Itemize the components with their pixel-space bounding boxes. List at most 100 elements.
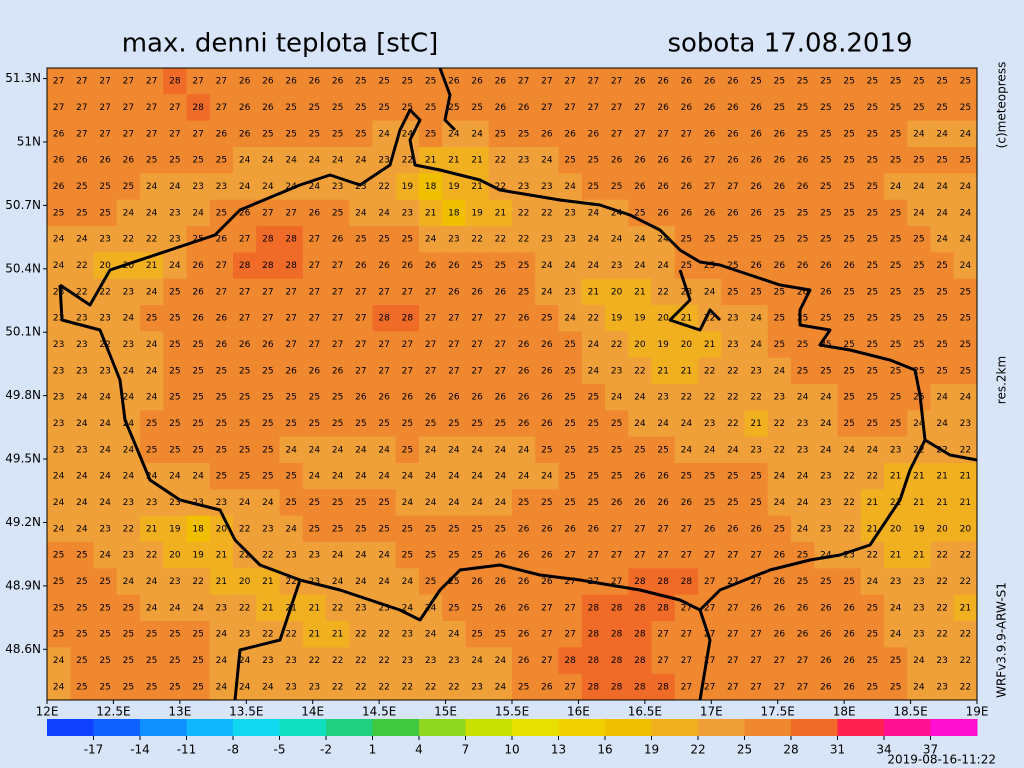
temp-label: 25: [99, 182, 110, 192]
temp-label: 26: [774, 630, 786, 640]
temp-cell: [70, 331, 94, 359]
temp-label: 27: [727, 577, 738, 587]
temp-label: 25: [99, 577, 110, 587]
temp-cell: [953, 199, 978, 227]
temp-cell: [256, 94, 280, 122]
temp-cell: [930, 568, 955, 596]
temp-label: 20: [681, 340, 693, 350]
temp-label: 26: [843, 261, 855, 271]
temp-label: 19: [913, 524, 925, 534]
temp-label: 26: [495, 603, 507, 613]
temp-label: 25: [309, 524, 320, 534]
temp-label: 25: [53, 577, 64, 587]
temp-label: 24: [285, 445, 297, 455]
temp-label: 27: [355, 340, 366, 350]
temp-label: 23: [402, 208, 413, 218]
temp-label: 25: [518, 682, 529, 692]
temp-cell: [791, 594, 815, 622]
temp-label: 25: [843, 208, 854, 218]
temp-cell: [558, 621, 583, 648]
temp-cell: [372, 68, 397, 95]
temp-cell: [721, 120, 745, 148]
temp-label: 24: [355, 577, 367, 587]
temp-cell: [953, 594, 978, 622]
temp-label: 25: [913, 340, 924, 350]
temp-label: 27: [216, 77, 227, 87]
temp-label: 25: [332, 498, 343, 508]
colorbar-bin: [279, 719, 327, 736]
temp-label: 24: [309, 445, 321, 455]
temp-label: 25: [867, 261, 878, 271]
temp-cell: [744, 305, 769, 332]
temp-label: 25: [285, 498, 296, 508]
temp-cell: [512, 68, 536, 95]
temp-label: 24: [402, 472, 414, 482]
temp-label: 26: [681, 156, 693, 166]
temp-cell: [907, 278, 931, 306]
temp-label: 26: [332, 366, 344, 376]
temp-cell: [581, 647, 606, 675]
temp-label: 25: [820, 366, 831, 376]
temp-label: 23: [169, 577, 180, 587]
temp-label: 27: [634, 551, 645, 561]
temp-label: 23: [448, 235, 459, 245]
temp-cell: [279, 542, 304, 569]
temp-cell: [581, 331, 606, 359]
temp-cell: [605, 384, 629, 411]
temp-cell: [930, 357, 955, 385]
temp-label: 23: [820, 472, 831, 482]
temp-cell: [302, 436, 327, 464]
temp-label: 25: [99, 208, 110, 218]
temp-label: 25: [750, 472, 761, 482]
temp-label: 24: [448, 498, 460, 508]
temp-cell: [209, 357, 234, 385]
temp-label: 25: [169, 682, 180, 692]
temp-label: 25: [890, 393, 901, 403]
temp-cell: [651, 305, 676, 332]
temp-label: 27: [634, 129, 645, 139]
temp-label: 22: [355, 682, 366, 692]
colorbar-bin: [744, 719, 792, 736]
temp-label: 27: [611, 129, 622, 139]
colorbar-tick-label: 13: [551, 743, 566, 757]
temp-cell: [302, 621, 327, 648]
temp-cell: [186, 252, 211, 280]
temp-cell: [674, 673, 699, 701]
temp-label: 26: [518, 393, 530, 403]
temp-cell: [721, 673, 745, 701]
temp-label: 22: [262, 630, 273, 640]
temp-label: 26: [588, 524, 600, 534]
temp-cell: [581, 305, 606, 332]
temp-cell: [837, 252, 862, 280]
temp-cell: [233, 621, 257, 648]
temp-cell: [651, 542, 676, 569]
temp-cell: [651, 120, 676, 148]
temp-label: 27: [704, 656, 715, 666]
colorbar-bin: [698, 719, 745, 736]
temp-label: 25: [843, 156, 854, 166]
temp-cell: [907, 463, 931, 490]
temp-cell: [233, 515, 257, 543]
temp-cell: [651, 568, 676, 596]
temp-label: 23: [541, 182, 552, 192]
temp-label: 26: [634, 156, 646, 166]
temp-cell: [326, 226, 350, 253]
temp-label: 26: [518, 577, 530, 587]
temp-cell: [465, 305, 490, 332]
temp-label: 27: [355, 366, 366, 376]
temp-cell: [256, 252, 280, 280]
temp-cell: [512, 278, 536, 306]
temp-label: 24: [76, 419, 88, 429]
temp-cell: [442, 647, 466, 675]
temp-label: 26: [774, 156, 786, 166]
temp-label: 22: [355, 656, 366, 666]
temp-label: 25: [960, 314, 971, 324]
temp-cell: [302, 647, 327, 675]
temp-cell: [47, 252, 71, 280]
temp-label: 24: [704, 445, 716, 455]
temp-cell: [791, 226, 815, 253]
temp-label: 25: [285, 419, 296, 429]
temp-label: 26: [820, 603, 832, 613]
temp-cell: [721, 542, 745, 569]
temp-label: 24: [99, 498, 111, 508]
